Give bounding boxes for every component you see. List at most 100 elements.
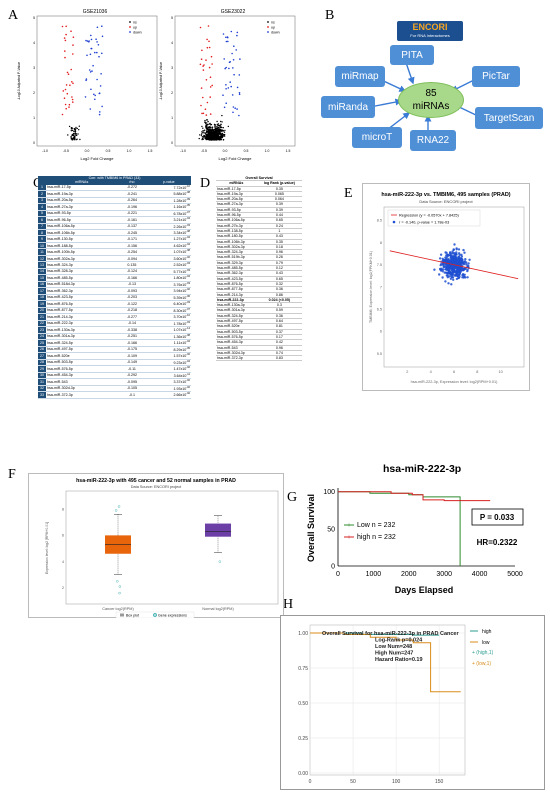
cell-rho: -0.1 xyxy=(117,391,147,399)
volcano-point-ns xyxy=(209,124,212,126)
cell-rho: -0.161 xyxy=(117,216,147,224)
volcano-point-ns xyxy=(202,138,204,140)
km2-annotation: High Num=247 xyxy=(375,651,413,657)
encori-logo-subtitle: For RNA Interactomes xyxy=(410,33,450,38)
volcano-point-ns xyxy=(218,136,220,139)
volcano-point-ns xyxy=(211,128,213,130)
volcano-point-down xyxy=(95,38,97,40)
km-legend-high: high n = 232 xyxy=(357,534,396,541)
table-row: 3 hsa-miR-20a-5p -0.264 1.28x10-09 xyxy=(38,197,191,205)
node-microt: microT xyxy=(352,127,402,148)
volcano-point-up xyxy=(68,106,70,108)
volcano-legend-item: up xyxy=(133,25,137,29)
km2-ytick: 0.50 xyxy=(298,701,308,707)
scatter-point xyxy=(444,256,447,259)
scatter-point xyxy=(453,254,457,257)
volcano-point-ns xyxy=(213,123,216,126)
table-row: 14 hsa-miR-328-3p -0.124 5.77x10-03 xyxy=(38,268,191,276)
volcano-point-ns xyxy=(211,129,213,132)
scatter-point xyxy=(466,268,469,272)
volcano-point-down xyxy=(238,74,241,76)
boxplot-cat-normal: Normal log2(RPM) xyxy=(202,607,234,611)
km2-legend-high: high xyxy=(482,629,492,635)
volcano-point-up xyxy=(65,25,67,28)
volcano-point-ns xyxy=(207,128,209,131)
volcano-point-up xyxy=(202,69,205,71)
volcano-point-ns xyxy=(214,136,216,138)
volcano-ytick: 4 xyxy=(33,41,35,45)
scatter-ylabel: TMBIM6, Expression level: log2(FPKM+0.01… xyxy=(369,251,373,323)
volcano-point-ns xyxy=(213,137,215,139)
km-ytick: 100 xyxy=(323,489,335,496)
km2-curve-high xyxy=(310,632,440,636)
volcano-point-ns xyxy=(227,125,229,128)
table-row: hsa-miR-520e 0.81 xyxy=(216,323,302,330)
cell-mirna: hsa-miR-301a-3p xyxy=(46,333,118,341)
scatter-point xyxy=(463,262,466,265)
cell-mirna: hsa-miR-519b-3p xyxy=(216,254,257,261)
table-row: hsa-miR-324-5p 0.36 xyxy=(216,313,302,320)
cell-mirna: hsa-miR-324-3p xyxy=(46,261,118,269)
cell-mirna: hsa-miR-372-3p xyxy=(216,355,257,362)
volcano-point-ns xyxy=(220,137,222,140)
volcano-point-ns xyxy=(202,136,205,138)
volcano-point-ns xyxy=(71,137,73,139)
volcano-point-ns xyxy=(219,130,221,132)
cell-pvalue: 2.26x10-03 xyxy=(146,223,191,231)
cell-pvalue: 8.29x10-05 xyxy=(146,346,191,354)
table-row: hsa-miR-138-5p 1 xyxy=(216,228,302,235)
volcano-point-ns xyxy=(218,126,220,129)
volcano-point-down xyxy=(222,94,224,96)
scatter-point xyxy=(454,273,457,277)
panel-label-g: G xyxy=(287,490,298,505)
row-index: 5 xyxy=(38,210,46,218)
scatter-point xyxy=(451,264,454,268)
survival-table-title: Overall Survival xyxy=(216,176,302,182)
row-index: 21 xyxy=(38,313,46,321)
cell-mirna: hsa-miR-302a-3p xyxy=(216,244,257,251)
scatter-point xyxy=(461,276,464,279)
scatter-point xyxy=(453,258,457,262)
km2-legend-high-censor: + (high,1) xyxy=(472,650,494,656)
volcano-point-ns xyxy=(205,135,208,137)
volcano-point-ns xyxy=(218,128,220,130)
volcano-point-down xyxy=(228,67,230,70)
volcano-point-ns xyxy=(206,119,209,121)
km2-xtick: 100 xyxy=(392,779,401,785)
volcano-point-down xyxy=(223,106,226,109)
cell-pvalue: 9.23x10-04 xyxy=(146,359,191,367)
cell-mirna: hsa-miR-106a-5p xyxy=(216,217,257,224)
cell-logrank: 0.37 xyxy=(256,329,302,335)
km2-legend-low: low xyxy=(482,640,490,646)
table-row: 24 hsa-miR-301a-3p -0.251 1.36x10-08 xyxy=(38,333,191,341)
volcano-point-up xyxy=(208,66,211,69)
volcano-point-up xyxy=(211,63,213,65)
cell-mirna: hsa-miR-138-5p xyxy=(216,228,257,235)
table-row: hsa-miR-503-5p 0.37 xyxy=(216,329,302,335)
volcano-left-xlabel: Log2 Fold Change xyxy=(81,156,115,161)
volcano-point-ns xyxy=(202,132,204,134)
table-row: 32 hsa-miR-302d-3p -0.105 1.93x10-02 xyxy=(38,385,191,393)
volcano-ytick: 3 xyxy=(33,66,35,70)
volcano-point-down xyxy=(94,94,96,97)
volcano-point-up xyxy=(209,96,211,98)
cell-rho: -0.14 xyxy=(117,320,147,328)
km-xtick: 2000 xyxy=(401,571,417,578)
volcano-point-ns xyxy=(222,139,225,141)
cell-logrank: 0.18 xyxy=(256,244,302,251)
cell-logrank: 0.42 xyxy=(256,339,302,346)
volcano-point-ns xyxy=(76,127,79,130)
row-index: 4 xyxy=(38,203,46,211)
row-index: 33 xyxy=(38,391,46,399)
table-row: 28 hsa-miR-503-5p -0.149 9.23x10-04 xyxy=(38,359,191,367)
boxplot-ylabel: Expression level: log2 [RPM+0.01] xyxy=(45,522,49,574)
km-xlabel: Days Elapsed xyxy=(395,585,454,595)
row-index: 10 xyxy=(38,242,46,250)
cell-rho: -0.264 xyxy=(117,197,147,205)
row-index: 29 xyxy=(38,365,46,373)
volcano-point-down xyxy=(239,58,241,60)
row-index: 22 xyxy=(38,320,46,328)
volcano-point-up xyxy=(64,39,67,42)
scatter-point xyxy=(452,252,455,255)
cell-logrank: 0.43 xyxy=(256,233,302,240)
